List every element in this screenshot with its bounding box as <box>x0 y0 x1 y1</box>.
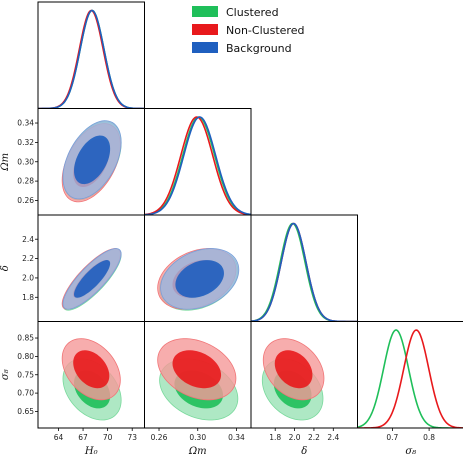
x-tick-label-H0: 70 <box>103 433 113 442</box>
panel-delta-vs-H0 <box>37 214 145 322</box>
y-tick-label-Om: 0.26 <box>17 196 34 205</box>
pdf-clustered-Om <box>144 116 251 215</box>
x-tick-label-s8: 0.7 <box>386 433 398 442</box>
x-tick-label-H0: 67 <box>78 433 88 442</box>
panel-frame <box>144 108 252 216</box>
contour-1sigma-background-delta-Om <box>175 260 224 298</box>
y-tick-label-delta: 1.8 <box>22 293 34 302</box>
panel-s8-vs-H0 <box>37 321 145 429</box>
panel-delta-vs-Om <box>144 214 252 322</box>
panel-delta-vs-delta <box>250 214 358 322</box>
pdf-background-H0 <box>38 9 145 109</box>
panel-frame <box>357 321 463 429</box>
legend: Clustered Non-Clustered Background <box>192 6 304 55</box>
y-tick-label-delta: 2.2 <box>22 254 34 263</box>
x-tick-label-delta: 1.8 <box>269 433 281 442</box>
panel-frame <box>250 214 358 322</box>
legend-swatch-clustered <box>192 6 218 17</box>
pdf-non-clustered-H0 <box>38 9 145 109</box>
y-tick-label-Om: 0.28 <box>17 177 34 186</box>
x-tick-label-Om: 0.30 <box>189 433 206 442</box>
legend-label-background: Background <box>226 42 292 55</box>
pdf-background-delta <box>251 222 358 322</box>
pdf-clustered-H0 <box>38 9 145 109</box>
legend-label-clustered: Clustered <box>226 6 279 19</box>
y-axis-label-delta: δ <box>0 265 11 271</box>
x-tick-label-delta: 2.0 <box>289 433 301 442</box>
contour-1sigma-background-Om-H0 <box>74 135 111 185</box>
panel-s8-vs-delta <box>250 321 358 429</box>
x-axis-label-s8: σ₈ <box>405 446 416 457</box>
y-tick-label-s8: 0.85 <box>17 334 34 343</box>
y-tick-label-Om: 0.34 <box>17 119 34 128</box>
x-tick-label-H0: 73 <box>127 433 137 442</box>
pdf-clustered-delta <box>251 222 358 322</box>
contour-1sigma-non-clustered-s8-H0 <box>73 350 110 389</box>
panel-s8-vs-s8 <box>357 321 463 429</box>
x-tick-label-s8: 0.8 <box>423 433 435 442</box>
y-tick-label-Om: 0.30 <box>17 157 34 166</box>
contour-1sigma-non-clustered-s8-Om <box>172 350 222 389</box>
x-axis-label-delta: δ <box>301 446 307 457</box>
contour-1sigma-background-delta-H0 <box>74 260 111 298</box>
legend-swatch-background <box>192 42 218 53</box>
legend-label-non-clustered: Non-Clustered <box>226 24 304 37</box>
pdf-background-Om <box>144 116 251 215</box>
y-tick-label-s8: 0.70 <box>17 389 34 398</box>
x-axis-label-Om: Ωm <box>188 446 207 457</box>
y-tick-label-Om: 0.32 <box>17 138 34 147</box>
pdf-clustered-s8 <box>357 329 463 428</box>
legend-swatch-non-clustered <box>192 24 218 35</box>
x-axis-label-H0: H₀ <box>84 446 98 457</box>
x-tick-label-delta: 2.2 <box>308 433 320 442</box>
panel-s8-vs-Om <box>144 321 252 429</box>
y-tick-label-delta: 2.0 <box>22 274 34 283</box>
y-tick-label-s8: 0.75 <box>17 370 34 379</box>
y-tick-label-s8: 0.80 <box>17 352 34 361</box>
pdf-non-clustered-delta <box>251 222 358 322</box>
panel-H0-vs-H0 <box>37 1 145 109</box>
x-tick-label-Om: 0.26 <box>151 433 168 442</box>
y-tick-label-delta: 2.4 <box>22 235 34 244</box>
y-axis-label-s8: σ₈ <box>0 369 11 380</box>
y-tick-label-s8: 0.65 <box>17 407 34 416</box>
panel-frame <box>37 1 145 109</box>
x-tick-label-delta: 2.4 <box>327 433 339 442</box>
y-axis-label-Om: Ωm <box>0 153 11 172</box>
contour-1sigma-non-clustered-s8-delta <box>274 350 313 389</box>
pdf-non-clustered-Om <box>144 116 251 215</box>
panel-Om-vs-Om <box>144 108 252 216</box>
x-tick-label-H0: 64 <box>54 433 64 442</box>
x-tick-label-Om: 0.34 <box>228 433 245 442</box>
panel-Om-vs-H0 <box>37 108 145 216</box>
